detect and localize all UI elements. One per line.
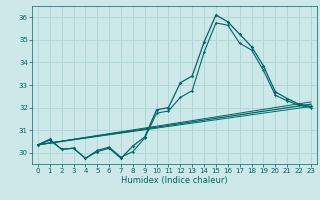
X-axis label: Humidex (Indice chaleur): Humidex (Indice chaleur) <box>121 176 228 185</box>
